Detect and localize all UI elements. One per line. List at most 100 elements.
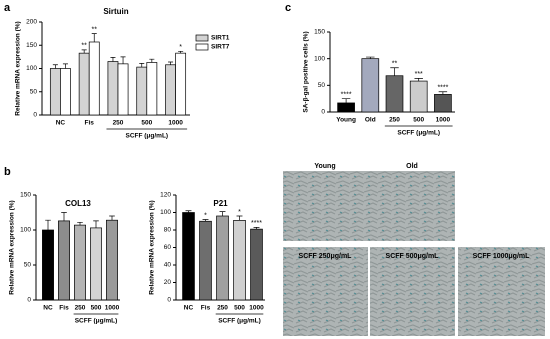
x-tick-label: 500 xyxy=(413,117,424,124)
error-bar xyxy=(93,220,99,228)
error-bar xyxy=(178,50,184,54)
bar xyxy=(42,229,54,301)
error-bar xyxy=(414,78,423,82)
x-tick-label: 1000 xyxy=(249,305,264,312)
bar xyxy=(385,75,404,113)
y-tick-label: 60 xyxy=(164,244,172,251)
x-tick-label: NC xyxy=(43,305,53,312)
bar xyxy=(146,62,158,116)
x-tick-label: 500 xyxy=(91,305,102,312)
y-tick-label: 120 xyxy=(160,192,171,199)
error-bar xyxy=(62,63,68,69)
x-tick-label: 250 xyxy=(113,120,124,127)
x-tick-label: 250 xyxy=(389,117,400,124)
bar xyxy=(60,68,71,116)
bar xyxy=(106,219,118,301)
significance-label: * xyxy=(204,212,207,219)
error-bar xyxy=(109,215,115,221)
y-tick-label: 0 xyxy=(321,109,325,116)
legend-label: SIRT7 xyxy=(211,44,230,51)
bar xyxy=(107,61,119,116)
micrograph xyxy=(283,247,368,336)
error-bar xyxy=(390,67,399,76)
error-bar xyxy=(366,56,375,59)
panel-label: b xyxy=(4,166,11,178)
x-tick-label: 500 xyxy=(141,120,152,127)
image-label: SCFF 1000μg/mL xyxy=(473,253,531,260)
bar xyxy=(58,220,70,301)
error-bar xyxy=(219,211,226,216)
chart-title: Sirtuin xyxy=(103,7,128,16)
legend-label: SIRT1 xyxy=(211,35,230,42)
error-bar xyxy=(149,58,155,63)
error-bar xyxy=(438,91,448,95)
y-axis-label: Relative mRNA expression (%) xyxy=(9,200,16,294)
image-label: SCFF 250μg/mL xyxy=(299,253,353,260)
bar xyxy=(199,220,212,301)
significance-label: * xyxy=(179,44,182,51)
image-label: Old xyxy=(406,163,418,170)
x-tick-label: Fis xyxy=(201,305,211,312)
group-label: SCFF (μg/mL) xyxy=(125,133,168,140)
significance-label: ** xyxy=(81,43,87,50)
legend-swatch xyxy=(195,34,209,42)
x-tick-label: NC xyxy=(56,120,66,127)
y-tick-label: 200 xyxy=(26,19,37,26)
significance-label: ** xyxy=(392,61,398,68)
bar xyxy=(216,215,229,301)
significance-label: **** xyxy=(341,92,352,99)
y-tick-label: 0 xyxy=(167,297,171,304)
panel-label: a xyxy=(4,2,11,14)
significance-label: **** xyxy=(437,85,448,92)
x-tick-label: 250 xyxy=(75,305,86,312)
bar xyxy=(182,212,195,301)
legend-swatch xyxy=(195,43,209,51)
group-label: SCFF (μg/mL) xyxy=(397,130,440,137)
significance-label: **** xyxy=(251,220,262,227)
y-tick-label: 100 xyxy=(160,209,171,216)
bar xyxy=(90,227,102,301)
error-bar xyxy=(168,61,174,65)
y-axis-label: Relative mRNA expression (%) xyxy=(15,21,22,115)
error-bar xyxy=(253,227,260,230)
bar xyxy=(117,63,129,116)
error-bar xyxy=(81,49,87,54)
y-tick-label: 20 xyxy=(164,279,172,286)
x-tick-label: Old xyxy=(365,117,376,124)
y-tick-label: 50 xyxy=(24,262,32,269)
x-tick-label: 1000 xyxy=(168,120,183,127)
error-bar xyxy=(77,221,83,226)
error-bar xyxy=(139,63,145,68)
image-label: Young xyxy=(314,163,335,170)
y-tick-label: 40 xyxy=(164,262,172,269)
bar xyxy=(361,58,380,113)
x-tick-label: Young xyxy=(336,117,356,124)
y-tick-label: 80 xyxy=(164,227,172,234)
bar xyxy=(88,41,100,116)
x-tick-label: NC xyxy=(184,305,194,312)
bar xyxy=(434,94,452,113)
bar xyxy=(233,220,246,301)
bar xyxy=(337,102,355,113)
y-tick-label: 150 xyxy=(20,192,31,199)
micrograph xyxy=(458,247,545,336)
bar xyxy=(165,64,176,116)
y-tick-label: 150 xyxy=(26,42,37,49)
x-tick-label: Fis xyxy=(59,305,69,312)
bar xyxy=(74,224,86,301)
chart-title: P21 xyxy=(213,199,228,208)
bar xyxy=(250,228,263,301)
error-bar xyxy=(120,56,126,64)
error-bar xyxy=(185,210,192,213)
y-tick-label: 0 xyxy=(33,112,37,119)
bar xyxy=(136,66,148,116)
error-bar xyxy=(52,64,58,69)
x-tick-label: 1000 xyxy=(436,117,451,124)
micrograph xyxy=(283,171,455,241)
bar xyxy=(175,52,187,116)
micrograph xyxy=(370,247,455,336)
error-bar xyxy=(91,33,97,42)
group-label: SCFF (μg/mL) xyxy=(218,318,261,325)
y-axis-label: SA-β-gal positive cells (%) xyxy=(303,31,310,112)
